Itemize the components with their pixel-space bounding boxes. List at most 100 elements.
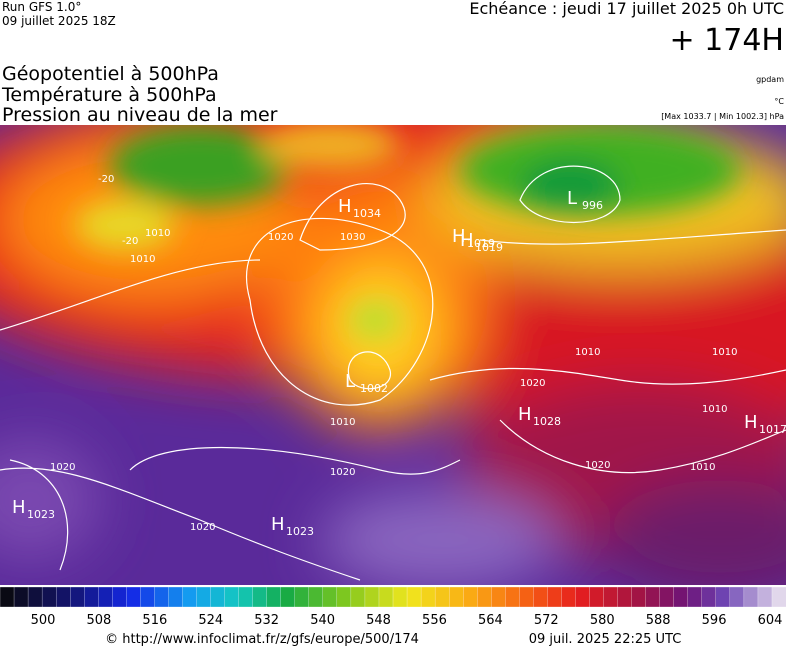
generated-time: 09 juil. 2025 22:25 UTC: [529, 632, 682, 647]
colorbar-swatch: [420, 586, 436, 608]
colorbar-label: 540: [310, 613, 335, 628]
colorbar-swatch: [182, 586, 198, 608]
title: Pression au niveau de la mer: [2, 104, 278, 126]
colorbar-swatch: [238, 586, 254, 608]
colorbar: 500 508 516 524 532 540 548 556 564 572 580 588 596 6…: [0, 586, 786, 628]
colorbar-swatch: [322, 586, 338, 608]
colorbar-swatch: [126, 586, 142, 608]
isobar-label: 1010: [575, 347, 600, 358]
colorbar-label: 532: [254, 613, 279, 628]
colorbar-swatch: [463, 586, 478, 608]
isobar-label: 1030: [340, 232, 365, 243]
isobars: [0, 165, 786, 581]
colorbar-swatch: [519, 586, 535, 608]
colorbar-swatch: [491, 586, 506, 608]
colorbar-swatch: [55, 586, 71, 608]
colorbar-swatch: [687, 586, 703, 608]
colorbar-label: 556: [422, 613, 447, 628]
colorbar-swatch: [505, 586, 520, 608]
colorbar-swatch: [617, 586, 633, 608]
pressure-center-letter: L: [345, 371, 355, 392]
unit-label: gpdam: [756, 75, 784, 84]
colorbar-swatch: [196, 586, 212, 608]
colorbar-swatch: [659, 586, 675, 608]
colorbar-swatch: [41, 586, 57, 608]
colorbar-swatch: [154, 586, 170, 608]
title: Température à 500hPa: [1, 84, 217, 106]
isobar-label: 1020: [585, 460, 610, 471]
pressure-center-value: 1023: [286, 525, 314, 538]
colorbar-swatch: [701, 586, 717, 608]
colorbar-label: 508: [87, 613, 112, 628]
isobar-label: 1020: [520, 378, 545, 389]
colorbar-swatch: [589, 586, 605, 608]
isobar-label: 1020: [50, 462, 75, 473]
pressure-center-value: 1019: [475, 241, 503, 254]
colorbar-swatch: [645, 586, 661, 608]
title: Géopotentiel à 500hPa: [2, 63, 219, 85]
colorbar-label: 604: [758, 613, 783, 628]
map: [0, 125, 786, 585]
isobar-label: 1020: [190, 522, 215, 533]
isobar-label: -20: [98, 174, 114, 185]
colorbar-swatch: [743, 586, 759, 608]
colorbar-label: 580: [590, 613, 615, 628]
colorbar-swatch: [477, 586, 492, 608]
pressure-center-letter: H: [452, 226, 466, 247]
run-label: Run GFS 1.0°: [2, 0, 81, 14]
isobar-label: 1020: [330, 467, 355, 478]
colorbar-swatch: [715, 586, 731, 608]
unit-label: °C: [774, 97, 784, 106]
colorbar-swatch: [392, 586, 408, 608]
colorbar-swatch: [575, 586, 591, 608]
pressure-center-letter: L: [567, 188, 577, 209]
colorbar-label: 564: [478, 613, 503, 628]
pressure-center-value: 1019: [467, 237, 495, 250]
run-date: 09 juillet 2025 18Z: [2, 14, 116, 28]
colorbar-swatch: [631, 586, 647, 608]
colorbar-swatch: [757, 586, 773, 608]
colorbar-label: 588: [646, 613, 671, 628]
colorbar-label: 516: [142, 613, 167, 628]
pressure-center-letter: H: [338, 196, 352, 217]
valid-time: Echéance : jeudi 17 juillet 2025 0h UTC: [469, 0, 784, 18]
colorbar-swatch: [364, 586, 380, 608]
pressure-center-value: 1002: [360, 382, 388, 395]
colorbar-swatch: [210, 586, 226, 608]
isobar-label: 1010: [330, 417, 355, 428]
pressure-center-value: 1028: [533, 415, 561, 428]
isobar-label: 1010: [690, 462, 715, 473]
colorbar-swatch: [0, 586, 15, 608]
isobar-label: 1010: [702, 404, 727, 415]
colorbar-swatch: [252, 586, 268, 608]
colorbar-swatch: [448, 586, 464, 608]
pressure-center-letter: H: [12, 497, 26, 518]
colorbar-swatch: [533, 586, 549, 608]
pressure-center-value: 996: [582, 199, 603, 212]
pressure-center-value: 1023: [27, 508, 55, 521]
colorbar-label: 524: [198, 613, 223, 628]
colorbar-swatch: [266, 586, 282, 608]
colorbar-label: 548: [366, 613, 391, 628]
colorbar-swatch: [406, 586, 422, 608]
colorbar-swatch: [294, 586, 310, 608]
colorbar-swatch: [140, 586, 156, 608]
colorbar-swatch: [729, 586, 745, 608]
colorbar-swatch: [13, 586, 29, 608]
colorbar-swatch: [336, 586, 352, 608]
pressure-center-letter: H: [460, 230, 474, 251]
colorbar-swatch: [603, 586, 619, 608]
colorbar-swatch: [434, 586, 450, 608]
source-credit: © http://www.infoclimat.fr/z/gfs/europe/…: [105, 632, 419, 647]
isobar-label: -20: [122, 236, 138, 247]
isobar-label: 1010: [145, 228, 170, 239]
colorbar-swatch: [308, 586, 324, 608]
lead-time: + 174H: [670, 23, 785, 58]
colorbar-swatch: [771, 586, 786, 608]
pressure-center-value: 1034: [353, 207, 381, 220]
colorbar-swatch: [112, 586, 127, 608]
colorbar-swatch: [378, 586, 394, 608]
